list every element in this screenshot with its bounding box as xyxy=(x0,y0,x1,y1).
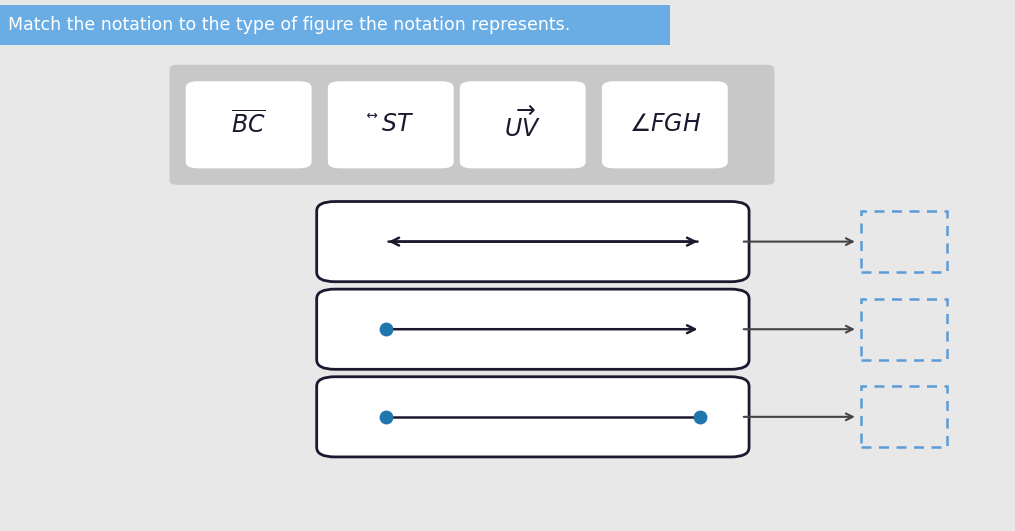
FancyBboxPatch shape xyxy=(861,387,947,447)
FancyBboxPatch shape xyxy=(602,81,728,168)
FancyBboxPatch shape xyxy=(0,5,670,45)
FancyBboxPatch shape xyxy=(328,81,454,168)
FancyBboxPatch shape xyxy=(170,65,774,185)
Text: Match the notation to the type of figure the notation represents.: Match the notation to the type of figure… xyxy=(8,16,570,34)
Text: $\overleftrightarrow{ST}$: $\overleftrightarrow{ST}$ xyxy=(366,113,415,136)
FancyBboxPatch shape xyxy=(317,377,749,457)
FancyBboxPatch shape xyxy=(186,81,312,168)
Text: $\overline{BC}$: $\overline{BC}$ xyxy=(231,111,266,139)
Text: $\overrightarrow{UV}$: $\overrightarrow{UV}$ xyxy=(504,107,541,142)
FancyBboxPatch shape xyxy=(317,202,749,281)
FancyBboxPatch shape xyxy=(861,211,947,272)
FancyBboxPatch shape xyxy=(861,298,947,360)
Text: $\angle FGH$: $\angle FGH$ xyxy=(628,113,701,136)
FancyBboxPatch shape xyxy=(460,81,586,168)
FancyBboxPatch shape xyxy=(317,289,749,370)
